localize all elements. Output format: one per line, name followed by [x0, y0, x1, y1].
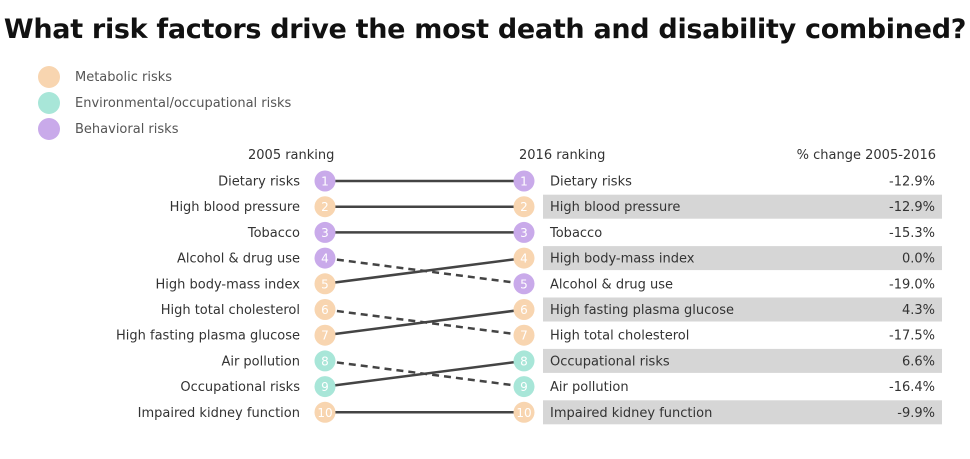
legend-item-behavioral: Behavioral risks: [38, 118, 178, 140]
rank-number-2005: 10: [317, 406, 332, 420]
rank-circle-2005: [314, 273, 336, 295]
label-2005: High fasting plasma glucose: [116, 329, 300, 344]
rank-circle-2016: [513, 273, 535, 295]
row-band: [543, 297, 942, 322]
left-header: 2005 ranking: [248, 148, 335, 163]
change-value: -12.9%: [889, 200, 935, 215]
slope-line: [324, 256, 525, 286]
label-2005: Occupational risks: [180, 380, 300, 395]
rank-number-2016: 9: [520, 380, 528, 394]
label-2016: Impaired kidney function: [550, 406, 712, 421]
change-value: -12.9%: [889, 175, 935, 190]
rank-number-2005: 6: [321, 303, 329, 317]
legend-label: Environmental/occupational risks: [75, 95, 292, 111]
change-header: % change 2005-2016: [796, 148, 936, 163]
rank-number-2016: 5: [520, 277, 528, 291]
change-value: -16.4%: [889, 380, 935, 395]
legend-item-environmental: Environmental/occupational risks: [38, 92, 291, 114]
rank-number-2016: 7: [520, 329, 528, 343]
legend-dot: [38, 118, 60, 140]
rank-circle-2005: [314, 401, 336, 423]
rank-circle-2005: [314, 324, 336, 346]
label-2016: Air pollution: [550, 380, 629, 395]
rank-number-2005: 9: [321, 380, 329, 394]
rank-circle-2016: [513, 170, 535, 192]
label-2005: Air pollution: [221, 354, 300, 369]
rank-number-2016: 10: [516, 406, 531, 420]
change-value: 4.3%: [902, 303, 935, 318]
rank-circle-2016: [513, 350, 535, 372]
legend-dot: [38, 92, 60, 114]
label-2005: Dietary risks: [218, 175, 300, 190]
label-2016: Dietary risks: [550, 175, 632, 190]
change-value: -19.0%: [889, 277, 935, 292]
rank-circle-2005: [314, 376, 336, 398]
legend-item-metabolic: Metabolic risks: [38, 66, 172, 88]
row-band: [543, 194, 942, 219]
rank-number-2005: 2: [321, 200, 329, 214]
change-value: 6.6%: [902, 354, 935, 369]
rank-number-2016: 4: [520, 252, 528, 266]
rank-circle-2016: [513, 221, 535, 243]
row-band: [543, 246, 942, 271]
slope-line: [324, 308, 525, 337]
label-2005: Alcohol & drug use: [177, 252, 300, 267]
label-2016: Tobacco: [549, 226, 602, 241]
rank-circle-2016: [513, 401, 535, 423]
rank-circle-2005: [314, 350, 336, 372]
label-2016: Alcohol & drug use: [550, 277, 673, 292]
right-header: 2016 ranking: [519, 148, 606, 163]
rank-number-2005: 8: [321, 354, 329, 368]
change-value: -17.5%: [889, 329, 935, 344]
rank-number-2005: 1: [321, 175, 329, 189]
row-band: [543, 400, 942, 425]
rank-number-2005: 7: [321, 329, 329, 343]
legend-label: Metabolic risks: [75, 69, 173, 85]
rank-circle-2016: [513, 299, 535, 320]
label-2016: High total cholesterol: [550, 329, 689, 344]
label-2016: High fasting plasma glucose: [550, 303, 734, 318]
rank-circle-2016: [513, 324, 535, 346]
label-2005: Impaired kidney function: [138, 406, 300, 421]
legend-dot: [38, 66, 60, 88]
label-2005: High blood pressure: [170, 200, 300, 215]
slope-line: [324, 359, 525, 388]
rank-circle-2016: [513, 247, 535, 269]
rank-number-2005: 3: [321, 226, 329, 240]
rank-circle-2005: [314, 221, 336, 243]
legend-label: Behavioral risks: [75, 121, 179, 137]
rank-number-2005: 4: [321, 252, 329, 266]
rank-number-2016: 8: [520, 354, 528, 368]
label-2005: High total cholesterol: [161, 303, 300, 318]
rank-number-2016: 3: [520, 226, 528, 240]
rank-circle-2005: [314, 170, 336, 192]
label-2016: High body-mass index: [550, 252, 695, 267]
change-value: -15.3%: [889, 226, 935, 241]
rank-number-2005: 5: [321, 277, 329, 291]
rank-circle-2005: [314, 299, 336, 320]
label-2005: Tobacco: [247, 226, 300, 241]
label-2016: Occupational risks: [550, 354, 670, 369]
chart-title: What risk factors drive the most death a…: [3, 14, 967, 45]
row-band: [543, 348, 942, 373]
rank-number-2016: 1: [520, 175, 528, 189]
rank-number-2016: 6: [520, 303, 528, 317]
rank-circle-2016: [513, 196, 535, 218]
change-value: 0.0%: [902, 252, 935, 267]
label-2016: High blood pressure: [550, 200, 680, 215]
change-value: -9.9%: [897, 406, 935, 421]
rank-circle-2005: [314, 247, 336, 269]
label-2005: High body-mass index: [156, 277, 301, 292]
rank-circle-2016: [513, 376, 535, 398]
rank-number-2016: 2: [520, 200, 528, 214]
rank-circle-2005: [314, 196, 336, 218]
